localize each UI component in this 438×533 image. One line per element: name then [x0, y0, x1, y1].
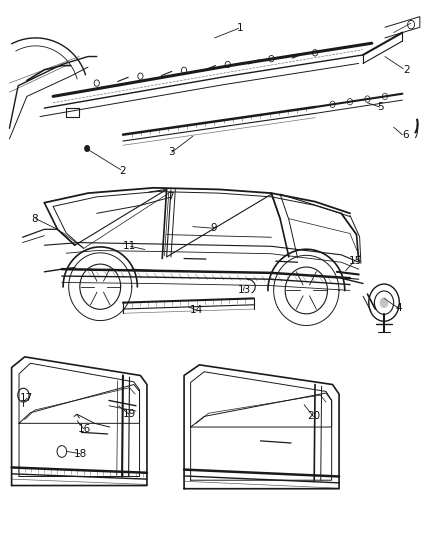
Text: 9: 9 — [210, 223, 217, 233]
Text: 5: 5 — [377, 102, 384, 112]
Text: 2: 2 — [119, 166, 125, 176]
Text: 16: 16 — [78, 424, 91, 434]
Text: 18: 18 — [74, 449, 87, 458]
Text: 2: 2 — [403, 65, 410, 75]
Text: 7: 7 — [167, 192, 173, 203]
Text: 14: 14 — [190, 305, 203, 315]
Text: 8: 8 — [32, 214, 38, 224]
Text: 15: 15 — [349, 256, 362, 266]
Text: 13: 13 — [238, 286, 251, 295]
Text: 6: 6 — [403, 130, 409, 140]
Circle shape — [85, 146, 90, 152]
Text: 3: 3 — [168, 147, 174, 157]
Circle shape — [380, 297, 389, 308]
Text: 20: 20 — [307, 411, 321, 422]
Text: 1: 1 — [237, 23, 243, 34]
Text: 19: 19 — [123, 409, 136, 419]
Text: 4: 4 — [396, 303, 402, 313]
Text: 11: 11 — [123, 241, 136, 251]
Text: 17: 17 — [19, 393, 33, 403]
